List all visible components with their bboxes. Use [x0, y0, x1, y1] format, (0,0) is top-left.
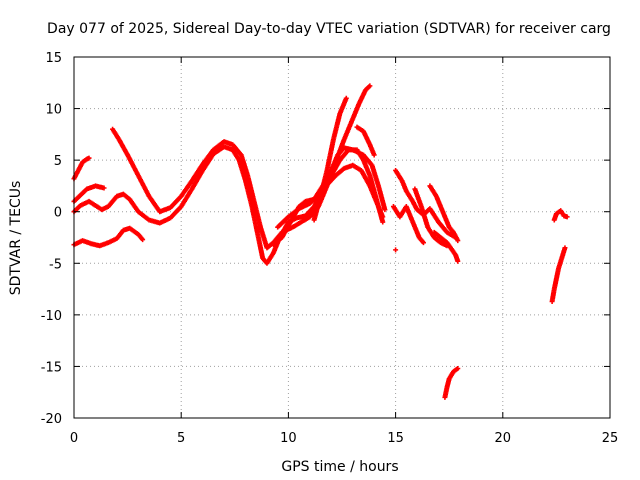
series-track-7 [270, 145, 388, 248]
y-tick-label: 10 [45, 103, 62, 118]
y-tick-label: -10 [41, 309, 62, 324]
x-tick-label: 25 [602, 431, 619, 446]
data-point [564, 214, 570, 220]
y-tick-label: -5 [49, 257, 62, 272]
series-track-9 [354, 124, 377, 158]
series-track-16 [442, 365, 461, 400]
data-series [71, 83, 570, 400]
data-point [343, 95, 349, 101]
data-point [382, 207, 388, 213]
data-point [140, 237, 146, 243]
data-point [367, 83, 373, 89]
data-point [393, 247, 399, 253]
series-track-3 [71, 144, 386, 266]
x-tick-label: 5 [177, 431, 185, 446]
series-track-13 [427, 183, 461, 244]
series-track-8 [311, 95, 349, 223]
x-tick-label: 15 [387, 431, 404, 446]
x-axis-label: GPS time / hours [281, 459, 398, 475]
series-track-14 [431, 229, 461, 264]
data-point [562, 245, 568, 251]
axis-ticks: 0 5 10 15 20 25 -20 -15 -10 -5 0 5 10 15 [41, 51, 619, 446]
data-point [101, 185, 107, 191]
series-track-15 [393, 247, 399, 253]
data-point [371, 152, 377, 158]
data-point [455, 258, 461, 264]
data-point [455, 238, 461, 244]
series-track-2 [71, 183, 107, 204]
series-track-18 [551, 208, 570, 223]
plot-frame [73, 56, 611, 419]
series-track-11 [390, 204, 426, 246]
y-tick-label: 5 [54, 154, 62, 169]
data-point [380, 214, 386, 220]
series-track-12 [412, 186, 450, 249]
y-tick-label: 0 [54, 206, 62, 221]
x-tick-label: 20 [495, 431, 512, 446]
series-track-17 [549, 245, 568, 304]
chart-title: Day 077 of 2025, Sidereal Day-to-day VTE… [47, 21, 611, 37]
x-tick-label: 0 [70, 431, 78, 446]
data-point [86, 155, 92, 161]
y-tick-label: -15 [41, 360, 62, 375]
series-track-10 [393, 167, 459, 240]
data-point [380, 219, 386, 225]
data-point [455, 365, 461, 371]
series-track-4 [71, 225, 146, 249]
data-point [420, 240, 426, 246]
series-track-1 [71, 155, 92, 182]
y-tick-label: 15 [45, 51, 62, 66]
y-axis-label: SDTVAR / TECUs [8, 181, 24, 296]
x-tick-label: 10 [280, 431, 297, 446]
y-tick-label: -20 [41, 412, 62, 427]
